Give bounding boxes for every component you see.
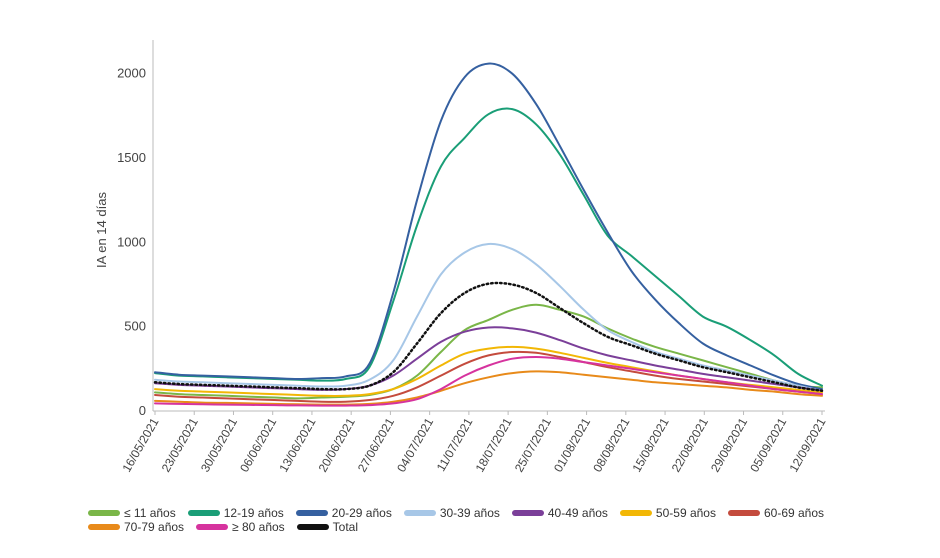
x-tick-label: 13/06/2021 [276, 415, 318, 474]
x-tick-label: 06/06/2021 [237, 415, 279, 474]
legend-swatch [296, 524, 329, 530]
legend-swatch [196, 524, 229, 530]
x-tick-label: 20/06/2021 [316, 415, 358, 474]
x-tick-label: 22/08/2021 [669, 415, 711, 474]
x-tick-label: 15/08/2021 [630, 415, 672, 474]
series-line-6 [154, 350, 823, 403]
y-axis-label: IA en 14 días [94, 192, 109, 268]
y-ticks: 0 500 1000 1500 2000 [117, 66, 146, 418]
legend-label: 60-69 años [763, 506, 825, 520]
legend-label: Total [332, 520, 359, 534]
x-tick-label: 16/05/2021 [119, 415, 161, 474]
legend-swatch [187, 510, 220, 516]
series-lines [153, 62, 824, 407]
legend-item[interactable]: Total [296, 520, 359, 534]
chart: IA en 14 días 0 500 1000 1500 2000 16/05/202… [94, 40, 829, 475]
legend-item[interactable]: 50-59 años [619, 506, 716, 520]
legend-label: 50-59 años [655, 506, 716, 520]
legend-item[interactable]: 12-19 años [187, 506, 284, 520]
legend-label: ≤ 11 años [124, 506, 176, 520]
x-tick-label: 23/05/2021 [159, 415, 201, 474]
x-tick-label: 08/08/2021 [590, 415, 632, 474]
x-tick-label: 04/07/2021 [394, 415, 436, 474]
legend-swatch [88, 524, 120, 530]
legend-item[interactable]: ≤ 11 años [88, 506, 176, 520]
legend-label: ≥ 80 años [232, 520, 285, 534]
legend-swatch [511, 510, 544, 516]
legend-swatch [295, 510, 328, 516]
legend-row-1: ≤ 11 años 12-19 años 20-29 años 30-39 añ… [88, 506, 848, 520]
legend-item[interactable]: 70-79 años [88, 520, 184, 534]
y-tick-label: 1000 [117, 234, 146, 249]
legend-item[interactable]: 60-69 años [727, 506, 825, 520]
series-line-1 [154, 107, 823, 387]
legend-label: 40-49 años [547, 506, 608, 520]
x-tick-label: 18/07/2021 [473, 415, 515, 474]
x-tick-label: 05/09/2021 [747, 415, 789, 474]
x-tick-label: 11/07/2021 [434, 415, 476, 474]
x-tick-label: 01/08/2021 [551, 415, 593, 474]
series-line-2 [154, 62, 823, 391]
y-tick-label: 0 [139, 403, 146, 418]
x-tick-label: 27/06/2021 [355, 415, 397, 474]
legend-label: 30-39 años [439, 506, 500, 520]
series-line-3 [154, 242, 823, 392]
legend-row-2: 70-79 años ≥ 80 años Total [88, 520, 848, 534]
y-tick-label: 2000 [117, 66, 146, 81]
y-tick-label: 500 [124, 319, 146, 334]
legend-item[interactable]: 40-49 años [511, 506, 608, 520]
x-tick-label: 30/05/2021 [198, 415, 240, 474]
legend: ≤ 11 años 12-19 años 20-29 años 30-39 añ… [88, 506, 848, 534]
legend-swatch [88, 510, 120, 516]
legend-label: 70-79 años [124, 520, 185, 534]
legend-item[interactable]: 20-29 años [295, 506, 392, 520]
legend-label: 20-29 años [331, 506, 392, 520]
x-ticks: 16/05/202123/05/202130/05/202106/06/2021… [119, 411, 829, 475]
legend-swatch [727, 510, 760, 516]
x-tick-label: 12/09/2021 [786, 415, 828, 474]
series-line-9 [153, 281, 824, 393]
series-line-7 [154, 370, 823, 406]
legend-swatch [619, 510, 652, 516]
y-tick-label: 1500 [117, 150, 146, 165]
series-line-0 [154, 303, 823, 400]
legend-swatch [403, 510, 436, 516]
series-line-8 [154, 356, 823, 407]
x-tick-label: 25/07/2021 [512, 415, 554, 474]
legend-item[interactable]: ≥ 80 años [196, 520, 285, 534]
x-tick-label: 29/08/2021 [708, 415, 750, 474]
legend-item[interactable]: 30-39 años [403, 506, 500, 520]
legend-label: 12-19 años [223, 506, 284, 520]
